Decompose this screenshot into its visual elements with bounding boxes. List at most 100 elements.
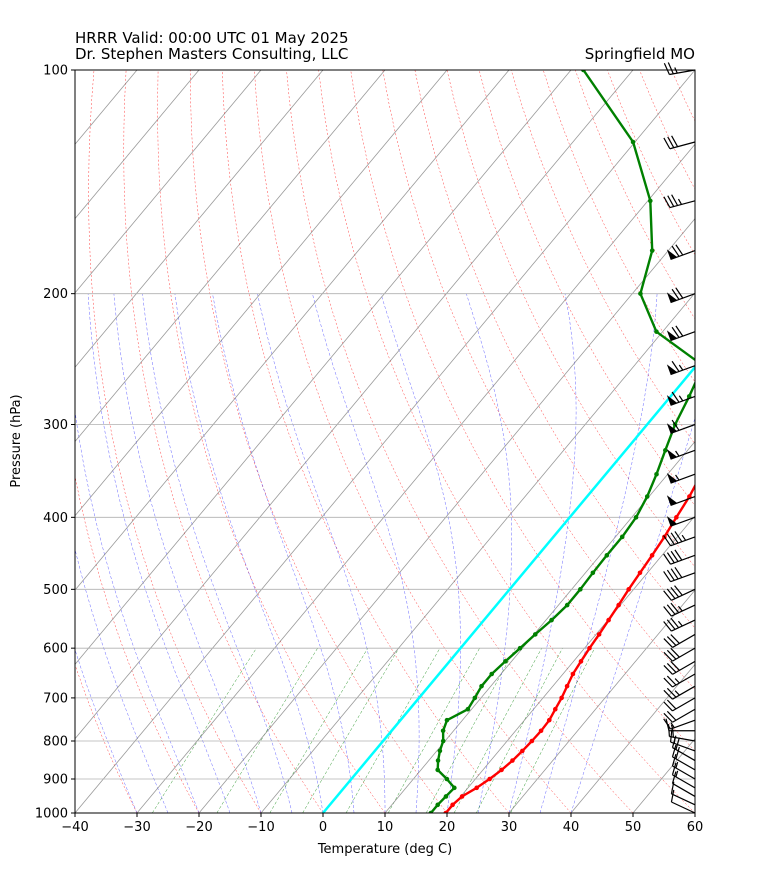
x-tick-label: 40 <box>563 820 580 835</box>
wind-barb-feather <box>675 737 680 750</box>
wind-barb-feather <box>671 326 680 338</box>
wind-barb-feather <box>663 196 671 208</box>
wind-barb-staff <box>670 423 696 434</box>
wind-barb-feather <box>670 568 679 580</box>
y-tick-label: 100 <box>43 64 68 79</box>
dewpoint-point <box>590 570 596 576</box>
temperature-point <box>546 717 552 723</box>
wind-barb-feather <box>666 649 677 660</box>
moist-adiabat <box>212 293 355 813</box>
chart-title-line-2: Dr. Stephen Masters Consulting, LLC <box>75 45 349 63</box>
wind-barb-half-feather <box>681 534 687 541</box>
mixing-ratio-line <box>302 648 400 813</box>
moist-adiabat <box>75 409 200 813</box>
dewpoint-point <box>654 329 659 334</box>
wind-barb-staff <box>670 536 696 547</box>
wind-barb-pennant <box>666 472 678 484</box>
x-tick-label: −10 <box>247 820 274 835</box>
dry-adiabat <box>189 70 448 813</box>
y-axis-ticks: 100 200 300 400 500 600 700 800 900 1000 <box>35 64 75 822</box>
dry-adiabat <box>157 70 386 813</box>
wind-barb <box>666 419 696 434</box>
wind-barb-feather <box>671 288 680 300</box>
mixing-ratio-line <box>387 648 480 813</box>
y-tick-label: 400 <box>43 511 68 526</box>
temperature-point <box>559 695 564 701</box>
wind-barb-feather <box>671 360 680 372</box>
wind-barb-feather <box>671 744 677 758</box>
wind-barb <box>663 566 696 583</box>
temperature-point <box>529 738 535 744</box>
wind-barb-staff <box>671 604 696 617</box>
wind-barb-feather <box>675 287 684 299</box>
moist-adiabat <box>257 293 386 813</box>
dewpoint-point <box>604 553 610 558</box>
wind-barb-half-feather <box>677 620 683 627</box>
dewpoint-point <box>444 776 450 782</box>
wind-barb-feather <box>666 675 677 686</box>
dewpoint-point <box>440 728 446 734</box>
temperature-point <box>723 422 728 427</box>
isotherm <box>632 738 695 813</box>
dewpoint-point <box>465 706 471 712</box>
dewpoint-point <box>472 695 478 701</box>
wind-barb-feather <box>675 325 684 337</box>
wind-barb-pennant <box>666 423 678 434</box>
dry-adiabat <box>607 70 695 256</box>
temperature-point <box>538 728 544 734</box>
dry-adiabat <box>510 70 695 445</box>
wind-barb-staff <box>672 708 696 723</box>
isotherm <box>260 292 695 813</box>
wind-barb-half-feather <box>674 690 680 696</box>
dry-adiabat <box>736 70 766 813</box>
sounding-profiles <box>322 70 742 813</box>
y-tick-label: 800 <box>43 734 68 749</box>
wind-barb-feather <box>663 677 673 688</box>
dry-adiabat <box>75 474 200 813</box>
dewpoint-point <box>649 248 655 253</box>
dry-adiabat <box>88 70 262 813</box>
dewpoint-point <box>654 471 659 477</box>
x-tick-label: −30 <box>123 820 150 835</box>
wind-barb <box>671 744 696 771</box>
wind-barb-feather <box>666 552 675 564</box>
wind-barb-staff <box>672 697 696 712</box>
dewpoint-point <box>489 671 494 677</box>
wind-barb-pennant <box>666 395 678 406</box>
dewpoint-point <box>452 785 457 791</box>
wind-barb-pennant <box>666 292 678 303</box>
dry-adiabat <box>318 70 695 813</box>
wind-barb-feather <box>671 771 677 784</box>
moist-adiabat <box>87 293 231 813</box>
dry-adiabat <box>639 70 695 190</box>
wind-barb <box>671 753 696 780</box>
wind-barb <box>663 647 696 662</box>
dewpoint-point <box>428 810 434 813</box>
wind-barb-staff <box>672 782 696 797</box>
dry-adiabat <box>75 663 138 813</box>
wind-barb-staff <box>672 765 696 780</box>
wind-barb-half-feather <box>670 722 675 729</box>
wind-barb <box>669 729 696 752</box>
wind-barb-staff <box>671 588 696 601</box>
wind-barb-feather <box>667 195 675 207</box>
wind-barb-staff <box>671 793 696 806</box>
dry-adiabat <box>478 70 695 507</box>
wind-barb <box>663 660 696 675</box>
wind-barb-feather <box>670 532 679 544</box>
y-tick-label: 200 <box>43 287 68 302</box>
temperature-point <box>711 448 716 453</box>
wind-barb-staff <box>672 685 696 700</box>
dewpoint-point <box>435 802 440 808</box>
temperature-point <box>487 776 492 782</box>
wind-barb-feather <box>671 753 677 767</box>
isotherm <box>75 70 324 368</box>
dry-adiabat <box>350 70 695 752</box>
temperature-point <box>737 394 742 399</box>
dewpoint-profile-line <box>429 70 695 813</box>
y-tick-label: 500 <box>43 583 68 598</box>
isotherm <box>322 366 695 813</box>
wind-barb-half-feather <box>677 198 683 205</box>
wind-barb-half-feather <box>678 395 684 402</box>
temperature-point <box>510 758 515 763</box>
